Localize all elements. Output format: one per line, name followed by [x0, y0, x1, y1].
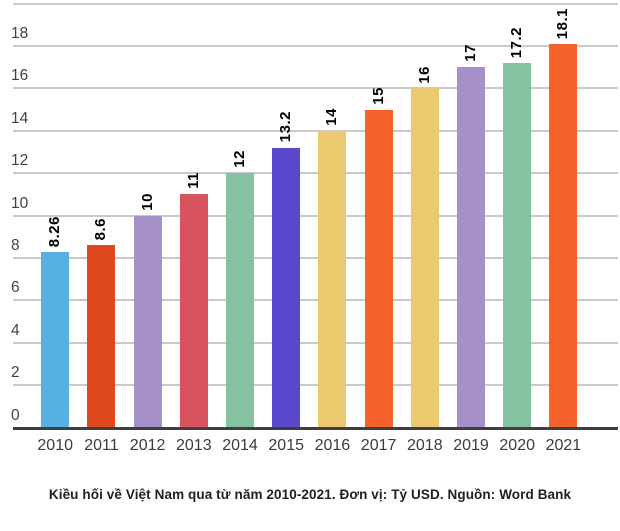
y-axis-label: 12: [11, 152, 29, 170]
bar-value-label: 8.26: [46, 216, 64, 248]
bar-2012: [133, 215, 162, 430]
bar-2011: [87, 245, 116, 430]
bar-2013: [179, 194, 208, 430]
gridline: [13, 256, 618, 259]
y-axis-label: 10: [11, 194, 29, 212]
y-axis-label: 16: [11, 67, 29, 85]
bar-2018: [410, 88, 439, 430]
bar-value-label: 17: [462, 44, 479, 63]
y-axis-label: 18: [11, 24, 29, 42]
gridline: [13, 299, 618, 302]
x-axis-label: 2020: [499, 437, 535, 454]
gridline: [13, 129, 618, 132]
x-axis-label: 2018: [407, 437, 443, 454]
bar-2016: [318, 130, 347, 430]
x-axis-label: 2015: [268, 437, 304, 454]
bar-value-label: 13.2: [277, 111, 295, 143]
y-axis-label: 4: [11, 321, 20, 339]
gridline: [13, 341, 618, 344]
bar-value-label: 11: [184, 172, 202, 190]
gridline: [13, 2, 618, 5]
y-axis-label: 0: [11, 406, 20, 424]
gridline: [13, 214, 618, 217]
bar-value-label: 18.1: [554, 7, 572, 39]
x-axis-label: 2021: [545, 437, 582, 454]
x-axis-label: 2011: [84, 437, 119, 454]
bar-value-label: 15: [369, 86, 387, 105]
bar-value-label: 10: [138, 192, 156, 211]
bar-value-label: 8.6: [92, 217, 110, 241]
gridline: [13, 172, 618, 175]
x-axis-label: 2019: [453, 437, 489, 454]
x-axis-label: 2010: [37, 437, 73, 454]
gridline: [13, 384, 618, 387]
y-axis-label: 14: [11, 109, 29, 127]
x-axis-label: 2013: [176, 437, 212, 454]
bar-value-label: 12: [231, 150, 248, 169]
bar-value-label: 14: [323, 108, 341, 126]
bar-value-label: 17.2: [508, 26, 526, 58]
bar-2010: [41, 252, 70, 430]
bar-2019: [457, 67, 485, 430]
y-axis-label: 8: [11, 236, 20, 254]
x-axis-label: 2017: [360, 437, 397, 454]
bar-2014: [226, 173, 254, 430]
bar-2021: [549, 43, 578, 430]
x-axis-label: 2014: [222, 437, 258, 454]
x-axis-label: 2016: [314, 437, 351, 454]
bar-2015: [272, 147, 301, 430]
chart-caption: Kiều hối về Việt Nam qua từ năm 2010-202…: [48, 487, 572, 502]
gridline: [13, 87, 618, 90]
bar-2020: [503, 62, 532, 430]
bar-2017: [364, 109, 393, 430]
y-axis-label: 6: [11, 279, 20, 297]
gridline: [13, 44, 618, 47]
bar-value-label: 16: [415, 65, 433, 84]
x-axis-label: 2012: [129, 437, 166, 454]
y-axis-label: 2: [11, 364, 20, 382]
x-axis-line: [13, 426, 618, 430]
